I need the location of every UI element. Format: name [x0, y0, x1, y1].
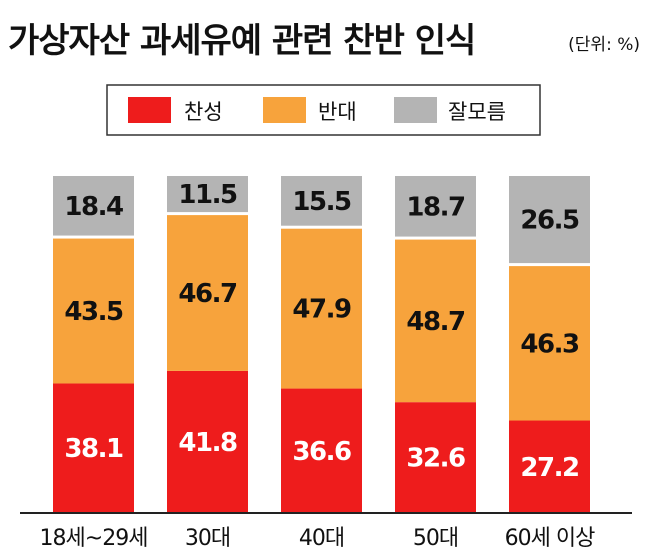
bar-segment [395, 402, 476, 513]
data-label: 27.2 [520, 453, 578, 483]
bar-segment [395, 239, 476, 403]
legend-frame [106, 84, 541, 136]
bar-segment [509, 420, 590, 513]
chart-unit: (단위: %) [568, 35, 640, 55]
data-label: 38.1 [64, 434, 123, 464]
data-label: 18.4 [64, 192, 123, 222]
data-label: 18.7 [406, 192, 465, 222]
bar-segment [167, 370, 248, 513]
category-label: 18세~29세 [40, 526, 148, 551]
bar-segment [509, 176, 590, 264]
legend-swatch-1 [263, 97, 306, 123]
data-label: 26.5 [520, 206, 579, 236]
category-labels: 18세~29세 30대 40대 50대 60세 이상 [40, 526, 597, 551]
bar-segment [281, 388, 362, 513]
legend-label-2: 잘모름 [448, 100, 506, 124]
data-label: 46.3 [520, 329, 579, 359]
bar-segment [281, 228, 362, 389]
bar-segment [281, 176, 362, 226]
legend-label-1: 반대 [318, 100, 357, 124]
bar-segment [395, 176, 476, 237]
legend-swatch-0 [128, 97, 171, 123]
bar-segment [167, 215, 248, 371]
category-label: 60세 이상 [505, 526, 595, 551]
data-label: 41.8 [178, 428, 237, 458]
data-label: 48.7 [406, 307, 465, 337]
bar-segment [509, 266, 590, 421]
chart-title: 가상자산 과세유예 관련 찬반 인식 [8, 21, 475, 61]
data-label: 11.5 [178, 180, 237, 210]
category-label: 50대 [413, 526, 458, 551]
bars: 38.1 43.5 18.4 41.8 46.7 11.5 36.6 47.9 15.5 32.6… [53, 176, 590, 513]
legend-swatch-2 [394, 97, 437, 123]
data-label: 47.9 [292, 295, 351, 325]
bar-segment [53, 238, 134, 384]
data-label: 15.5 [292, 187, 351, 217]
data-label: 36.6 [292, 437, 351, 467]
bar-segment [167, 176, 248, 213]
legend: 찬성 반대 잘모름 [106, 84, 541, 136]
data-label: 32.6 [406, 444, 465, 474]
category-label: 30대 [185, 526, 230, 551]
category-label: 40대 [299, 526, 344, 551]
bar-segment [53, 383, 134, 513]
data-label: 43.5 [64, 297, 123, 327]
legend-label-0: 찬성 [184, 100, 223, 124]
data-label: 46.7 [178, 279, 237, 309]
bar-segment [53, 176, 134, 236]
